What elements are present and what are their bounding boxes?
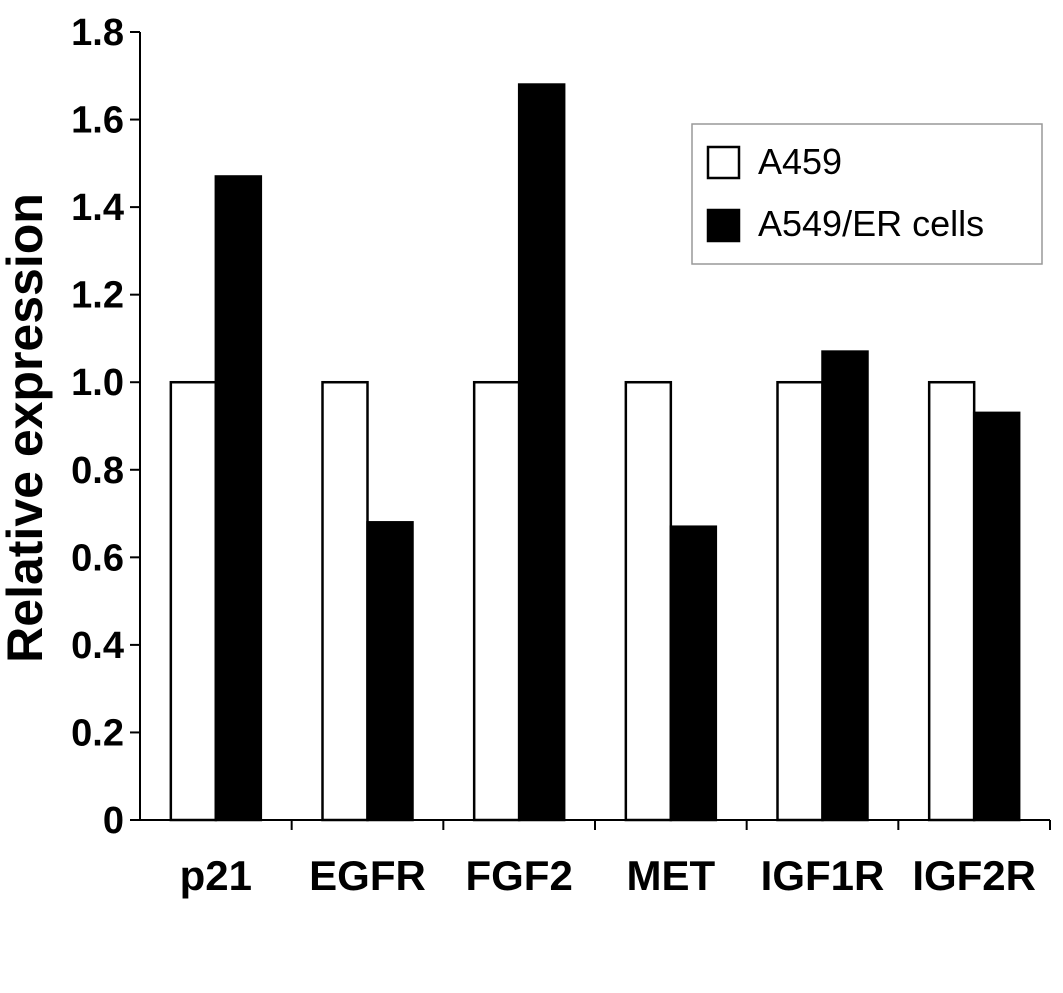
y-tick-label: 0.4 <box>71 625 124 667</box>
bar-a459-igf2r <box>927 380 976 822</box>
bar-a459-igf1r <box>776 380 824 822</box>
y-tick-label: 1.8 <box>71 12 124 54</box>
x-category-label: FGF2 <box>465 852 572 899</box>
y-axis: 0 0.2 0.4 0.6 0.8 1.0 1.2 1.4 1.6 1.8 <box>71 12 141 842</box>
y-tick-label: 0.6 <box>71 537 124 579</box>
legend-swatch-a549-er <box>706 208 741 243</box>
x-category-label: MET <box>627 852 716 899</box>
bar-a549-er-p21 <box>214 175 263 822</box>
bar-a459-p21 <box>169 380 218 822</box>
bar-a549-er-egfr <box>366 521 414 822</box>
legend-swatch-a459 <box>706 145 741 180</box>
legend: A459 A549/ER cells <box>691 123 1043 265</box>
bar-a549-er-fgf2 <box>517 83 566 822</box>
bar-a549-er-igf2r <box>972 411 1021 822</box>
y-tick-label: 0 <box>103 800 124 842</box>
x-category-label: IGF2R <box>912 852 1036 899</box>
x-category-label: IGF1R <box>761 852 885 899</box>
legend-label-a549-er: A549/ER cells <box>758 203 984 244</box>
bars <box>169 83 1021 822</box>
x-category-label: EGFR <box>309 852 426 899</box>
legend-box <box>691 123 1043 265</box>
bar-a459-met <box>624 380 673 822</box>
bar-a549-er-met <box>669 525 718 822</box>
bar-a459-fgf2 <box>472 380 521 822</box>
y-tick-label: 1.6 <box>71 100 124 142</box>
y-axis-title: Relative expression <box>0 193 53 663</box>
x-axis: p21 EGFR FGF2 MET IGF1R IGF2R <box>140 819 1051 899</box>
y-tick-label: 1.2 <box>71 275 124 317</box>
legend-label-a459: A459 <box>758 141 842 182</box>
bar-a549-er-igf1r <box>821 350 869 822</box>
x-category-label: p21 <box>180 852 252 899</box>
y-tick-label: 1.0 <box>71 362 124 404</box>
y-tick-label: 0.2 <box>71 712 124 754</box>
y-tick-label: 1.4 <box>71 187 124 229</box>
y-tick-label: 0.8 <box>71 450 124 492</box>
bar-a459-egfr <box>321 380 369 822</box>
